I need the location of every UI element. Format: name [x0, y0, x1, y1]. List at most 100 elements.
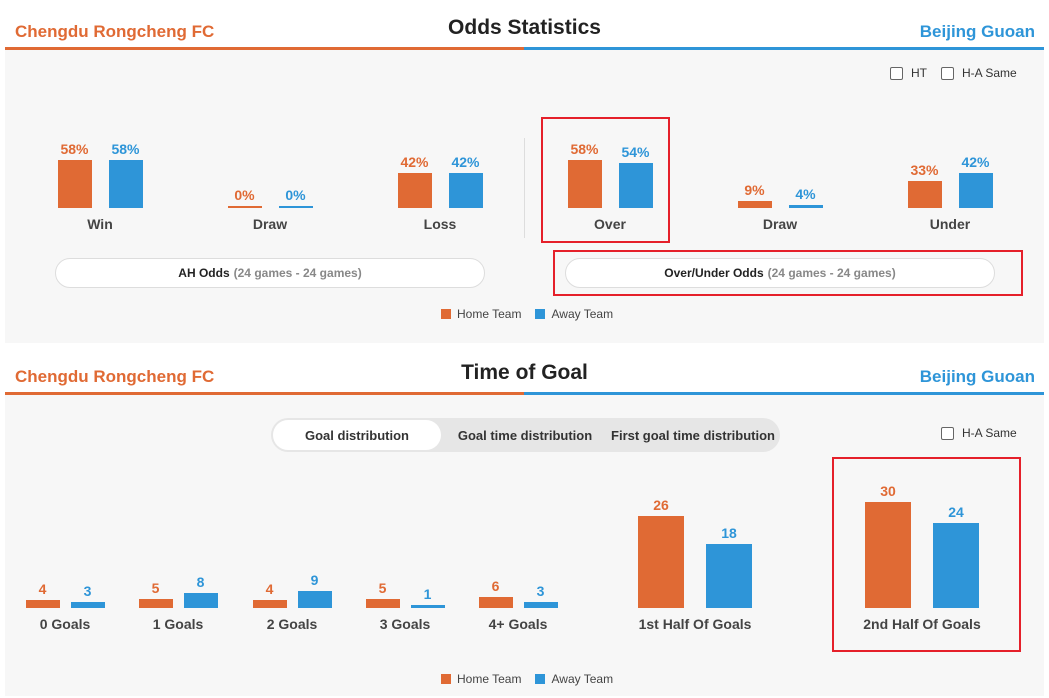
home-bar-loss: [397, 173, 432, 208]
tab-goal-distribution[interactable]: Goal distribution: [273, 420, 441, 450]
away-team-name[interactable]: Beijing Guoan: [919, 22, 1035, 41]
highlight-2nd-half: [832, 457, 1021, 652]
away-bar-loss: [448, 173, 483, 208]
away-value-3-goals: 1: [423, 586, 432, 602]
odds-statistics-section: Chengdu Rongcheng FC Odds Statistics Bei…: [0, 0, 1049, 345]
away-team-name[interactable]: Beijing Guoan: [919, 367, 1035, 386]
home-team-name[interactable]: Chengdu Rongcheng FC: [15, 367, 215, 386]
chart-divider: [524, 138, 525, 238]
legend-home-label: Home Team: [457, 307, 522, 321]
ah-odds-label: AH Odds: [178, 266, 230, 280]
home-value-4-goals: 6: [491, 577, 500, 594]
away-bar-1-goals: [183, 592, 218, 608]
category-label-4-goals: 4+ Goals: [488, 616, 548, 632]
category-label-draw: Draw: [252, 216, 288, 232]
away-bar-under: [958, 173, 993, 208]
home-bar-0-goals: [25, 600, 60, 608]
away-bar-2nd-half-of-goals: [933, 523, 979, 608]
home-bar-1st-half-of-goals: [638, 516, 684, 608]
home-bar-4-goals: [478, 596, 513, 608]
legend-away-swatch: [535, 674, 546, 684]
home-bar-over: [567, 159, 602, 208]
home-value-2nd-half-of-goals: 30: [880, 483, 896, 500]
legend-home: Home Team: [441, 672, 521, 686]
away-underline: [524, 47, 1044, 50]
goal-tabs: Goal distribution Goal time distribution…: [271, 418, 780, 452]
legend-home: Home Team: [441, 307, 521, 321]
legend-away-label: Away Team: [551, 672, 614, 686]
home-value-3-goals: 5: [378, 579, 387, 596]
away-value-4-goals: 3: [536, 583, 545, 600]
tog-legend: Home Team Away Team: [441, 672, 627, 686]
odds-header: Chengdu Rongcheng FC Odds Statistics Bei…: [0, 0, 1049, 50]
away-bar-over: [618, 163, 653, 208]
category-label-1-goals: 1 Goals: [152, 616, 204, 632]
category-label-3-goals: 3 Goals: [379, 616, 431, 632]
odds-legend: Home Team Away Team: [441, 307, 627, 321]
home-value-0-goals: 4: [38, 581, 47, 598]
ht-label: HT: [911, 66, 927, 80]
home-underline: [5, 47, 524, 50]
away-bar-draw: [788, 204, 823, 208]
home-value-1st-half-of-goals: 26: [653, 497, 669, 514]
highlight-over: [541, 117, 670, 243]
time-of-goal-section: Chengdu Rongcheng FC Time of Goal Beijin…: [0, 345, 1049, 698]
ou-odds-games: (24 games - 24 games): [767, 266, 896, 280]
category-label-win: Win: [87, 216, 113, 232]
ah-odds-games: (24 games - 24 games): [233, 266, 362, 280]
away-value-2-goals: 9: [310, 571, 319, 588]
tog-title: Time of Goal: [461, 361, 588, 384]
legend-home-label: Home Team: [457, 672, 522, 686]
odds-panel: HT H-A Same 58% 58% Win 0% 0% Draw 42% 42% Loss 5…: [5, 50, 1044, 343]
away-bar-win: [108, 159, 143, 208]
tab-first-goal-time-distribution[interactable]: First goal time distribution: [611, 427, 775, 443]
ou-odds-pill[interactable]: Over/Under Odds (24 games - 24 games): [565, 258, 995, 288]
legend-away: Away Team: [535, 672, 613, 686]
highlight-ou-pill: [553, 250, 1023, 296]
tog-ha-same-checkbox-box[interactable]: [941, 426, 954, 440]
home-value-under: 33%: [910, 161, 939, 178]
away-bar-0-goals: [70, 602, 105, 608]
away-bar-3-goals: [410, 605, 445, 608]
away-bar-2-goals: [297, 590, 332, 608]
category-label-2-goals: 2 Goals: [266, 616, 318, 632]
away-value-0-goals: 3: [83, 583, 92, 600]
tab-goal-time-distribution[interactable]: Goal time distribution: [457, 427, 593, 443]
away-value-win: 58%: [111, 140, 140, 157]
home-bar-3-goals: [365, 598, 400, 608]
away-bar-4-goals: [523, 602, 558, 608]
away-bar-1st-half-of-goals: [706, 544, 752, 608]
ht-checkbox-box[interactable]: [890, 66, 903, 80]
home-bar-draw: [227, 206, 262, 208]
away-value-draw: 4%: [795, 185, 816, 202]
ah-odds-pill[interactable]: AH Odds (24 games - 24 games): [55, 258, 485, 288]
away-underline: [524, 392, 1044, 395]
legend-away: Away Team: [535, 307, 613, 321]
home-value-draw: 9%: [744, 181, 765, 198]
away-value-under: 42%: [961, 154, 990, 171]
away-value-over: 54%: [621, 144, 650, 161]
category-label-0-goals: 0 Goals: [39, 616, 91, 632]
home-bar-draw: [737, 200, 772, 208]
home-bar-1-goals: [138, 598, 173, 608]
ha-same-checkbox[interactable]: H-A Same: [941, 66, 1017, 80]
tog-panel: Goal distribution Goal time distribution…: [5, 395, 1044, 696]
legend-home-swatch: [441, 309, 451, 319]
home-underline: [5, 392, 524, 395]
home-bar-under: [907, 180, 942, 208]
home-value-draw: 0%: [234, 187, 255, 203]
home-value-win: 58%: [60, 140, 89, 157]
category-label-under: Under: [929, 216, 971, 232]
legend-away-swatch: [535, 309, 546, 319]
home-bar-2-goals: [252, 600, 287, 608]
legend-home-swatch: [441, 674, 451, 684]
home-team-name[interactable]: Chengdu Rongcheng FC: [15, 22, 215, 41]
away-value-1st-half-of-goals: 18: [721, 525, 737, 542]
home-value-1-goals: 5: [151, 579, 160, 596]
category-label-2nd-half-of-goals: 2nd Half Of Goals: [863, 616, 981, 632]
tog-ha-same-checkbox[interactable]: H-A Same: [941, 426, 1017, 440]
ht-checkbox[interactable]: HT: [890, 66, 927, 80]
ha-same-checkbox-box[interactable]: [941, 66, 954, 80]
away-bar-draw: [278, 206, 313, 208]
category-label-draw: Draw: [762, 216, 798, 232]
